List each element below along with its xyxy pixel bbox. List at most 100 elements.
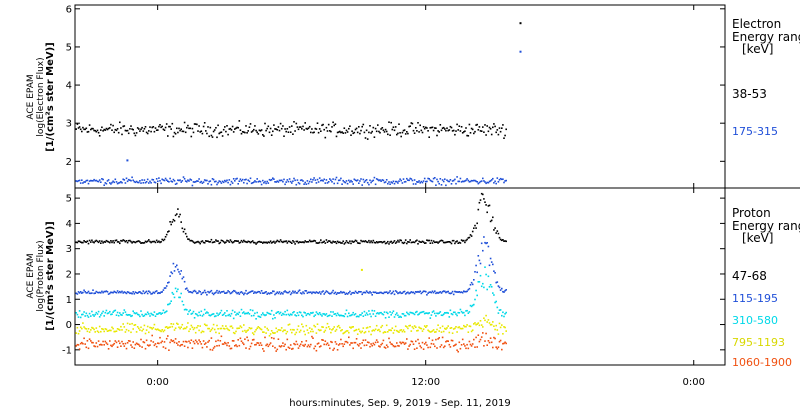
- proton-point: [215, 239, 217, 241]
- proton-point: [342, 240, 344, 243]
- proton-point: [133, 324, 136, 326]
- proton-point: [180, 221, 182, 223]
- proton-point: [369, 313, 371, 315]
- proton-point: [212, 313, 215, 315]
- electron-ytick-label-6: 6: [66, 4, 72, 15]
- proton-point: [208, 291, 210, 294]
- proton-panel-frame: [74, 187, 726, 366]
- proton-legend-title-1: Proton: [732, 206, 771, 220]
- proton-point: [450, 242, 453, 245]
- proton-point: [133, 241, 136, 243]
- proton-point: [340, 290, 342, 293]
- proton-point: [87, 290, 90, 293]
- proton-point: [303, 330, 305, 333]
- electron-point: [449, 125, 452, 128]
- proton-point: [117, 291, 120, 294]
- electron-point: [403, 181, 406, 183]
- electron-point: [267, 125, 270, 128]
- electron-point: [257, 181, 260, 183]
- proton-point: [380, 311, 382, 314]
- proton-point: [217, 339, 219, 342]
- proton-point: [407, 348, 409, 350]
- proton-point: [192, 340, 195, 343]
- proton-point: [186, 341, 188, 343]
- proton-point: [145, 339, 148, 342]
- electron-point: [330, 179, 332, 182]
- proton-point: [198, 241, 200, 244]
- proton-point: [148, 239, 150, 241]
- proton-point: [372, 239, 375, 242]
- proton-point: [257, 342, 260, 344]
- electron-point: [368, 131, 370, 134]
- proton-point: [260, 290, 263, 292]
- electron-point: [390, 121, 392, 124]
- proton-point: [417, 313, 419, 316]
- proton-point: [364, 291, 367, 294]
- electron-point: [120, 127, 122, 129]
- proton-point: [116, 328, 119, 330]
- proton-point: [297, 347, 300, 349]
- proton-point: [192, 290, 195, 293]
- proton-point: [272, 345, 274, 347]
- electron-point: [94, 179, 96, 182]
- proton-point: [425, 312, 427, 314]
- electron-point: [494, 180, 496, 183]
- proton-point: [492, 263, 494, 266]
- proton-point: [298, 241, 301, 243]
- proton-point: [228, 241, 231, 243]
- proton-point: [224, 341, 226, 344]
- electron-point: [194, 180, 197, 183]
- proton-point: [317, 328, 320, 331]
- proton-point: [312, 311, 314, 314]
- proton-point: [240, 239, 243, 242]
- proton-point: [129, 292, 131, 295]
- electron-point: [483, 131, 485, 133]
- proton-point: [434, 345, 436, 348]
- proton-point: [174, 214, 177, 217]
- electron-point: [247, 179, 249, 181]
- proton-point: [315, 332, 318, 334]
- proton-point: [343, 343, 346, 345]
- proton-point: [488, 286, 491, 288]
- electron-point: [366, 138, 369, 140]
- proton-point: [365, 241, 368, 243]
- proton-point: [490, 219, 493, 222]
- proton-point: [251, 240, 254, 242]
- proton-point: [139, 345, 141, 347]
- proton-point: [244, 313, 246, 315]
- electron-point: [420, 129, 423, 132]
- proton-point: [483, 286, 485, 289]
- proton-point: [276, 330, 279, 333]
- proton-point: [203, 308, 206, 311]
- proton-point: [84, 315, 86, 317]
- proton-point: [385, 311, 388, 314]
- proton-point: [478, 259, 481, 262]
- proton-point: [461, 240, 464, 242]
- electron-point: [101, 178, 103, 180]
- electron-point: [110, 123, 112, 126]
- proton-point: [466, 309, 468, 312]
- proton-point: [262, 312, 264, 314]
- proton-point: [484, 266, 486, 268]
- proton-point: [78, 310, 81, 312]
- electron-point: [198, 178, 200, 180]
- proton-point: [326, 291, 329, 293]
- proton-point: [464, 241, 466, 244]
- proton-point: [199, 325, 201, 327]
- proton-point: [456, 331, 458, 333]
- proton-point: [91, 326, 93, 329]
- proton-point: [262, 242, 264, 244]
- electron-point: [107, 179, 110, 181]
- proton-point: [310, 312, 312, 314]
- electron-point: [488, 180, 491, 183]
- proton-point: [104, 328, 107, 330]
- electron-point: [176, 182, 178, 185]
- proton-point: [102, 340, 104, 343]
- electron-point: [502, 124, 504, 126]
- proton-point: [330, 311, 332, 313]
- proton-point: [456, 349, 458, 351]
- proton-point: [302, 344, 304, 347]
- proton-point: [486, 288, 488, 291]
- proton-point: [143, 324, 146, 327]
- electron-point: [184, 131, 187, 134]
